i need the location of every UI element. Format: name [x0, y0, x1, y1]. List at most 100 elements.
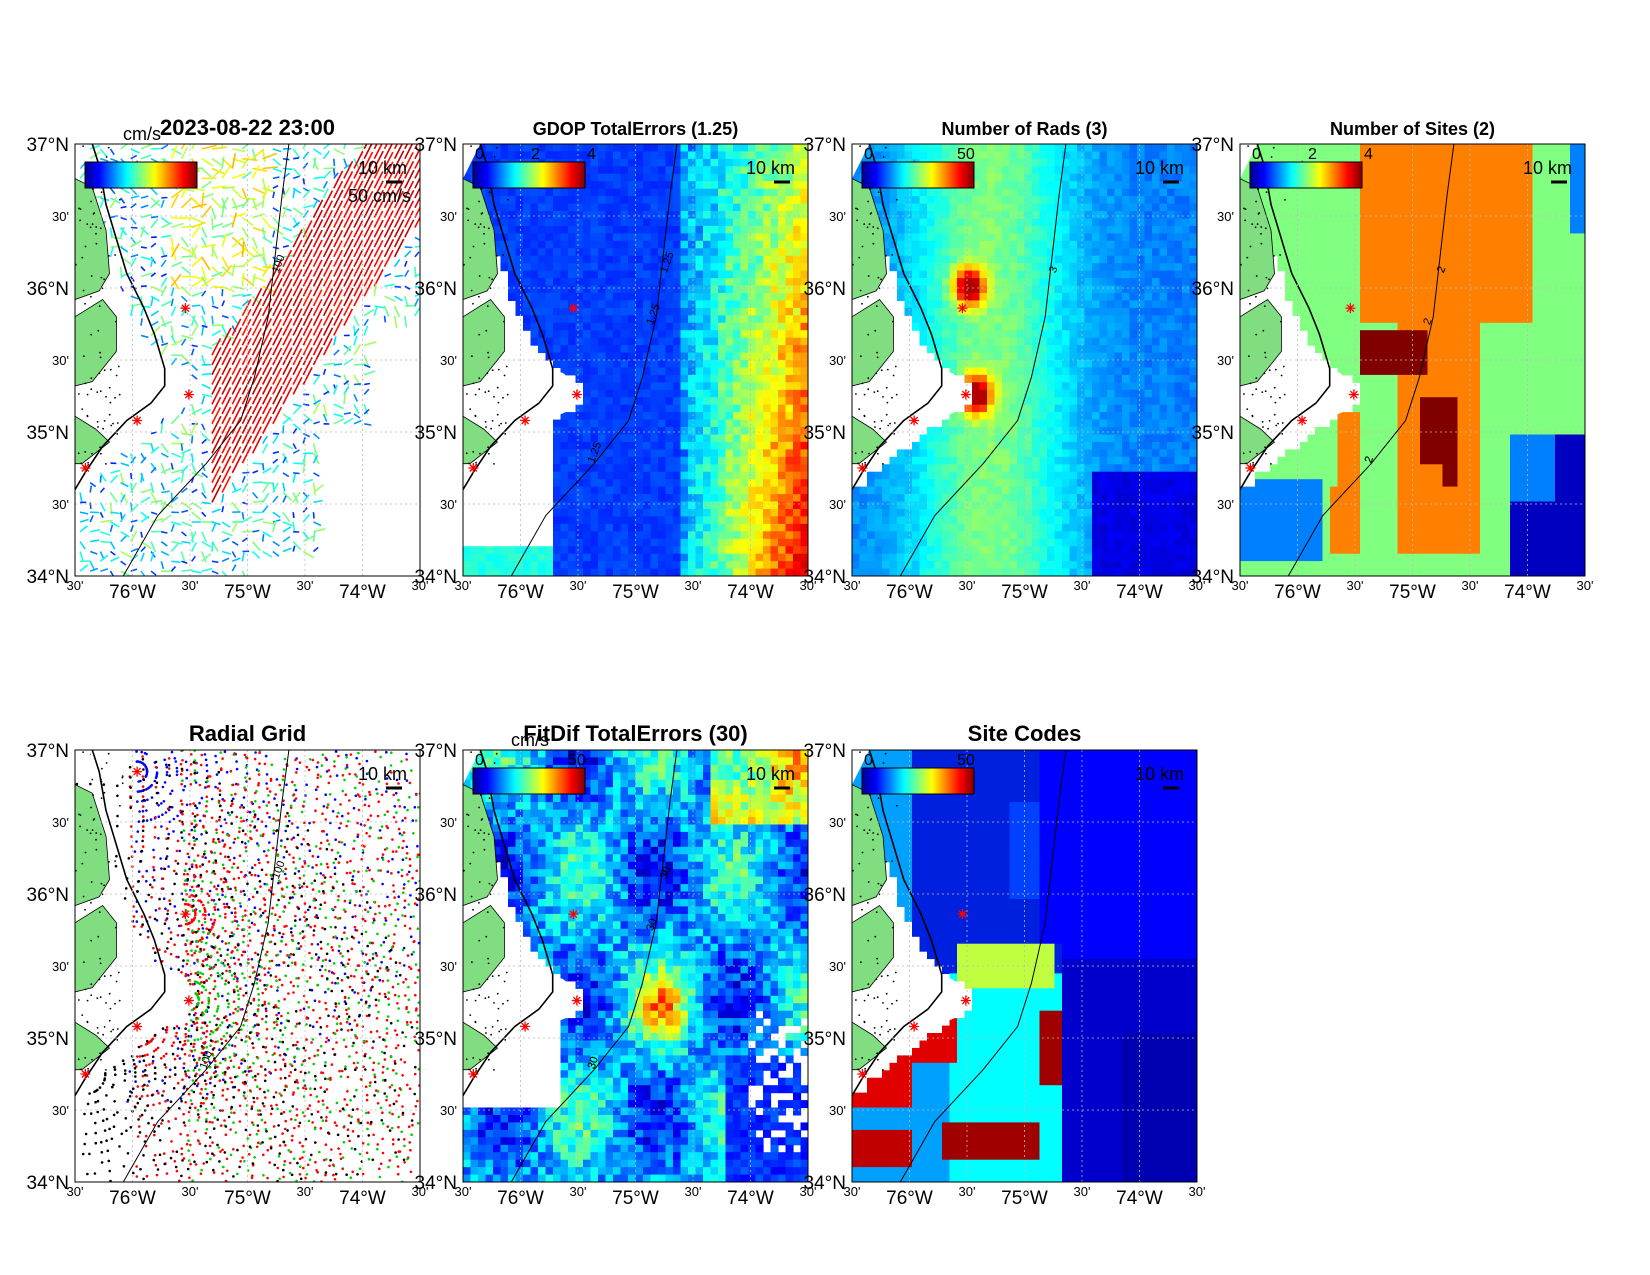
current-vector [252, 167, 268, 172]
current-vector [170, 414, 180, 425]
colorbar: cm/s [84, 124, 198, 189]
current-vector [363, 341, 377, 347]
current-vector [160, 540, 168, 547]
current-vector [242, 471, 250, 474]
current-vector [211, 315, 214, 325]
current-vector [282, 297, 293, 317]
current-vector [140, 154, 152, 160]
current-vector [312, 546, 319, 553]
x-tick-label: 74°W [1504, 582, 1551, 603]
y-tick-label: 30' [440, 497, 457, 512]
current-vector [414, 251, 420, 258]
x-tick-label: 30' [959, 578, 976, 593]
current-vector [201, 180, 213, 189]
current-vector [353, 289, 364, 307]
current-vector [312, 268, 324, 287]
current-vector [383, 210, 394, 228]
current-vector [150, 199, 160, 209]
current-vector [150, 466, 157, 474]
current-vector [201, 492, 207, 499]
current-vector [251, 386, 263, 405]
current-vector [201, 482, 206, 494]
current-vector [241, 327, 252, 346]
current-vector [109, 187, 116, 195]
current-vector [363, 169, 375, 189]
current-vector [312, 337, 323, 356]
current-vector [231, 540, 239, 546]
current-vector [191, 187, 206, 192]
current-vector [393, 209, 405, 228]
current-vector [201, 423, 206, 431]
current-vector [312, 278, 324, 297]
contour-label: 2 [1363, 455, 1376, 465]
current-vector [140, 204, 149, 209]
current-vector [130, 530, 138, 542]
current-vector [302, 189, 311, 199]
x-tick-label: 30' [412, 1184, 429, 1199]
panel-title: Site Codes [968, 721, 1082, 746]
current-vector [221, 285, 235, 293]
current-vector [353, 278, 364, 297]
current-vector [322, 317, 334, 336]
current-vector [160, 443, 169, 454]
y-tick-label: 37°N [804, 135, 846, 156]
current-vector [140, 334, 149, 339]
current-vector [231, 327, 242, 346]
contour-label: 2 [1435, 265, 1448, 275]
current-vector [120, 452, 128, 458]
coastline [463, 144, 554, 491]
current-vector [191, 555, 197, 562]
current-vector [181, 432, 194, 437]
current-vector [262, 482, 270, 493]
current-vector [333, 168, 336, 176]
km-scale: 10 km [358, 764, 407, 790]
current-vector [251, 367, 262, 385]
current-vector [221, 156, 225, 169]
current-vector [262, 505, 269, 513]
current-vector [221, 264, 233, 278]
current-vector [99, 511, 104, 518]
current-vector [272, 337, 283, 356]
current-vector [404, 285, 411, 290]
site-marker-1 [180, 303, 191, 314]
site-marker-3 [909, 415, 920, 426]
current-vector [313, 399, 322, 405]
current-vector [262, 166, 279, 170]
current-vector [221, 521, 231, 528]
current-vector [180, 443, 184, 451]
current-vector [393, 150, 405, 169]
current-vector [222, 186, 235, 189]
current-vector [272, 495, 279, 503]
current-vector [161, 254, 168, 258]
y-tick-label: 30' [829, 959, 846, 974]
site-marker-0 [132, 766, 143, 777]
current-vector [241, 338, 252, 356]
colorbar-gradient [861, 161, 975, 189]
current-vector [150, 326, 161, 337]
current-vector [120, 550, 133, 559]
current-vector [241, 386, 252, 405]
current-vector [383, 189, 395, 209]
current-vector [414, 186, 420, 199]
current-vector [252, 187, 267, 195]
current-vector [312, 530, 316, 542]
current-vector [231, 187, 242, 199]
current-vector [130, 187, 138, 196]
current-vector [303, 204, 314, 209]
current-vector [170, 524, 175, 533]
current-vector [241, 156, 250, 169]
current-vector [322, 413, 328, 422]
y-tick-label: 37°N [1192, 135, 1234, 156]
current-vector [120, 535, 128, 543]
current-vector [343, 180, 354, 199]
current-vector [201, 266, 207, 281]
colorbar-tick: 4 [587, 146, 596, 163]
current-vector [241, 227, 250, 239]
current-vector [393, 144, 399, 150]
colorbar: 0 50 [861, 752, 975, 795]
current-vector [302, 338, 313, 356]
current-vector [302, 514, 311, 523]
x-tick-label: 74°W [1116, 582, 1163, 603]
current-vector [251, 435, 263, 454]
current-vector [282, 244, 289, 248]
